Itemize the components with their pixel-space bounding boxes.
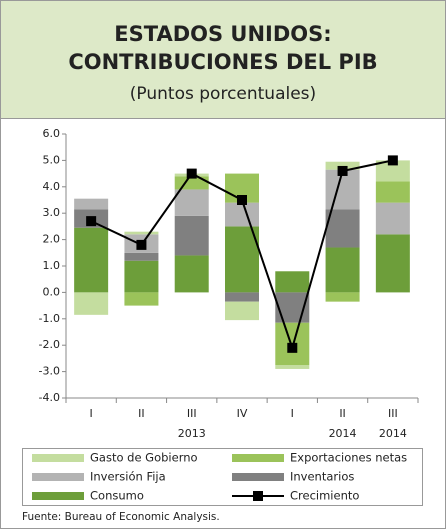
chart-title: ESTADOS UNIDOS: — [114, 22, 331, 46]
x-tick-label: III — [187, 407, 197, 420]
bar-segment — [375, 181, 410, 203]
bar-segment — [325, 292, 360, 302]
bar-segment — [325, 161, 360, 170]
legend-marker — [253, 491, 263, 501]
y-tick-label: 1.0 — [43, 259, 61, 272]
x-year-label: 2014 — [379, 427, 407, 440]
y-tick-label: 2.0 — [43, 233, 61, 246]
legend-label: Consumo — [90, 489, 144, 503]
growth-marker — [387, 155, 398, 166]
growth-marker — [237, 195, 247, 205]
growth-marker — [136, 239, 147, 250]
legend-swatch — [232, 454, 284, 462]
bar-segment — [74, 292, 109, 315]
legend-label: Inversión Fija — [90, 470, 166, 484]
x-year-label: 2014 — [329, 427, 357, 440]
bar-segment — [174, 215, 209, 256]
bar-segment — [124, 231, 159, 235]
y-tick-label: 5.0 — [43, 153, 61, 166]
y-tick-label: -2.0 — [39, 338, 60, 351]
y-tick-label: 4.0 — [43, 180, 61, 193]
bar-segment — [74, 227, 109, 293]
x-tick-label: III — [388, 407, 398, 420]
bar-segment — [375, 160, 410, 182]
growth-marker — [337, 165, 348, 176]
source-note: Fuente: Bureau of Economic Analysis. — [22, 511, 220, 523]
bar-segment — [124, 252, 159, 261]
growth-marker — [86, 216, 97, 227]
bar-segment — [275, 271, 310, 293]
legend-label: Inventarios — [290, 470, 354, 484]
bar-segment — [375, 202, 410, 235]
x-tick-label: IV — [237, 407, 248, 420]
legend-label: Gasto de Gobierno — [90, 451, 198, 465]
bar-segment — [124, 292, 159, 306]
y-tick-label: 3.0 — [43, 206, 61, 219]
bar-segment — [225, 226, 259, 293]
bar-segment — [174, 189, 209, 216]
legend-label: Exportaciones netas — [290, 451, 407, 465]
bar-segment — [225, 292, 259, 302]
y-tick-label: -1.0 — [39, 312, 60, 325]
bar-segment — [375, 234, 410, 293]
y-tick-label: -3.0 — [39, 365, 60, 378]
bar-segment — [74, 198, 109, 210]
growth-marker — [186, 168, 197, 179]
bar-segment — [225, 301, 259, 321]
chart-title: CONTRIBUCIONES DEL PIB — [68, 50, 377, 74]
bar-segment — [225, 202, 259, 227]
bar-segment — [325, 209, 360, 248]
legend-swatch — [232, 473, 284, 481]
legend-label: Crecimiento — [290, 489, 359, 503]
bar-segment — [174, 255, 209, 293]
legend-box — [22, 448, 423, 506]
legend-swatch — [32, 492, 84, 500]
y-tick-label: 0.0 — [43, 285, 61, 298]
bar-segment — [275, 365, 310, 369]
bar-segment — [325, 247, 360, 293]
y-tick-label: -4.0 — [39, 391, 60, 404]
legend-swatch — [32, 473, 84, 481]
header-band — [0, 0, 446, 119]
growth-marker — [287, 342, 298, 353]
x-tick-label: II — [339, 407, 346, 420]
y-tick-label: 6.0 — [43, 127, 61, 140]
x-tick-label: I — [90, 407, 93, 420]
chart-subtitle: (Puntos porcentuales) — [130, 84, 316, 104]
x-tick-label: I — [291, 407, 294, 420]
x-year-label: 2013 — [178, 427, 206, 440]
bar-segment — [124, 260, 159, 293]
legend-swatch — [32, 454, 84, 462]
x-tick-label: II — [138, 407, 145, 420]
bar-segment — [325, 169, 360, 210]
